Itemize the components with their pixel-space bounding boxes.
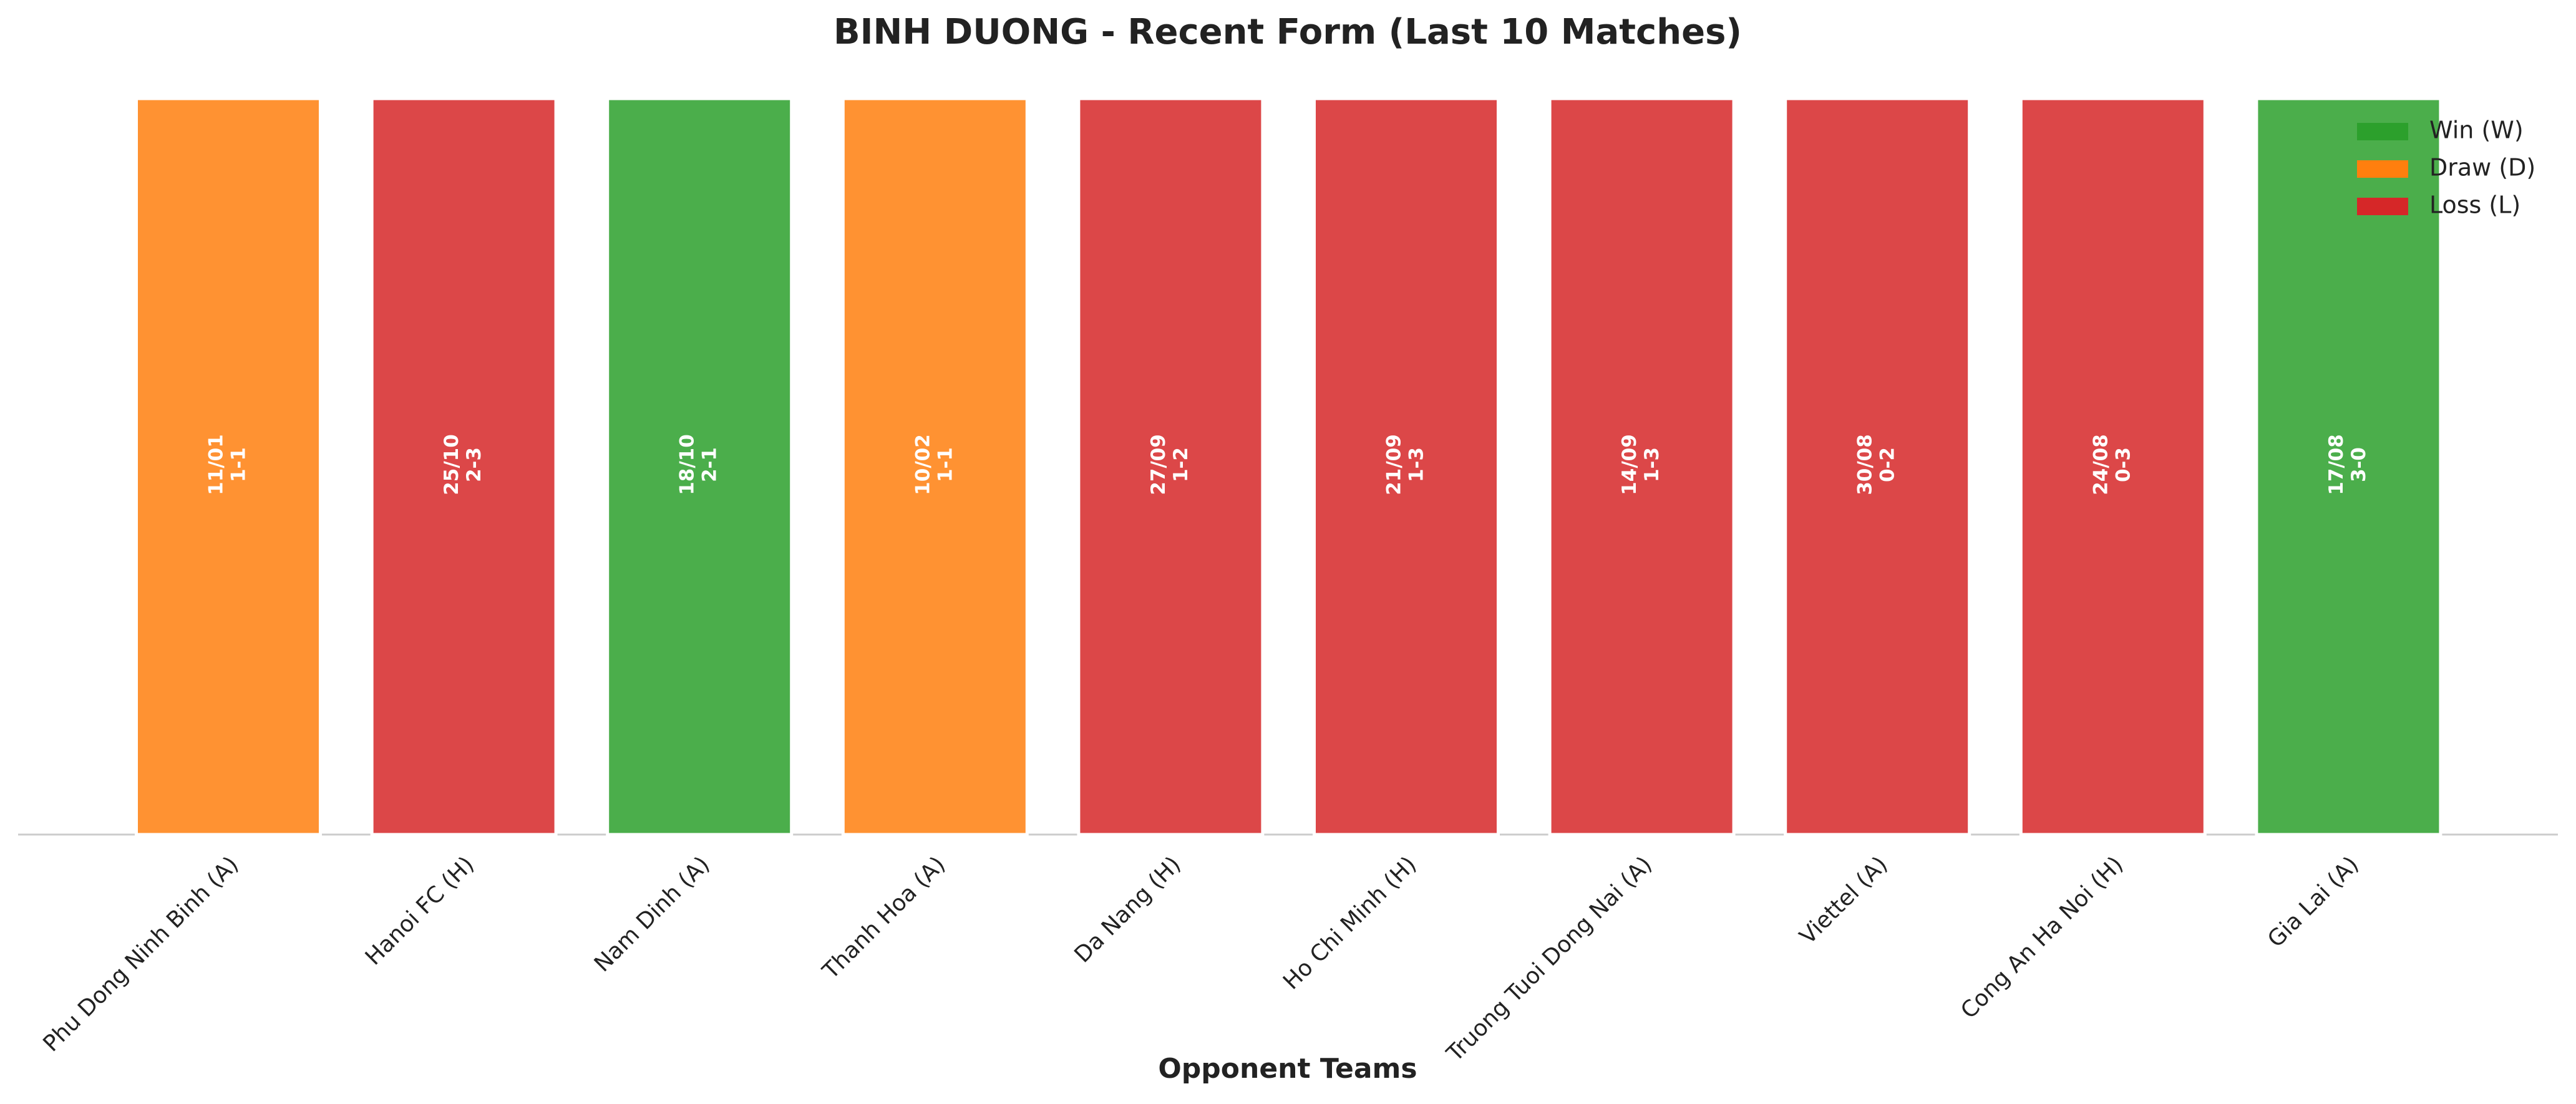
bar-score-label: 2-3 xyxy=(463,447,485,482)
bar-date-label: 27/09 xyxy=(1147,434,1170,495)
bar xyxy=(1077,97,1265,836)
bar-date-label: 24/08 xyxy=(2089,434,2112,495)
bar-score-label: 1-3 xyxy=(1641,447,1663,482)
bar-date-label: 30/08 xyxy=(1854,434,1877,495)
bar-score-label: 1-2 xyxy=(1170,447,1192,482)
bar xyxy=(2255,97,2442,836)
legend-label: Loss (L) xyxy=(2429,191,2520,219)
bar-score-label: 1-1 xyxy=(934,447,956,482)
bar-date-label: 11/01 xyxy=(205,434,228,495)
bar-score-label: 2-1 xyxy=(699,447,721,482)
chart-title: BINH DUONG - Recent Form (Last 10 Matche… xyxy=(834,12,1742,52)
bar-date-label: 10/02 xyxy=(911,434,934,495)
bar xyxy=(1548,97,1736,836)
legend-swatch xyxy=(2357,160,2408,178)
bar-score-label: 0-3 xyxy=(2112,447,2134,482)
x-axis-label: Opponent Teams xyxy=(1158,1053,1417,1085)
bar-date-label: 21/09 xyxy=(1383,434,1406,495)
bar-score-label: 1-1 xyxy=(228,447,250,482)
bar xyxy=(2019,97,2207,836)
bar xyxy=(1784,97,1971,836)
legend-label: Win (W) xyxy=(2429,117,2524,144)
legend-label: Draw (D) xyxy=(2429,154,2535,182)
bar-score-label: 3-0 xyxy=(2348,447,2370,482)
bar-date-label: 18/10 xyxy=(676,434,699,495)
bar xyxy=(841,97,1029,836)
bar-score-label: 1-3 xyxy=(1406,447,1428,482)
legend-swatch xyxy=(2357,123,2408,140)
bar xyxy=(606,97,794,836)
bar xyxy=(1313,97,1500,836)
bar-date-label: 25/10 xyxy=(440,434,463,495)
legend-swatch xyxy=(2357,198,2408,215)
bar xyxy=(370,97,558,836)
bar xyxy=(135,97,322,836)
bar-date-label: 14/09 xyxy=(1618,434,1641,495)
bar-date-label: 17/08 xyxy=(2325,434,2348,495)
bar-score-label: 0-2 xyxy=(1877,447,1899,482)
